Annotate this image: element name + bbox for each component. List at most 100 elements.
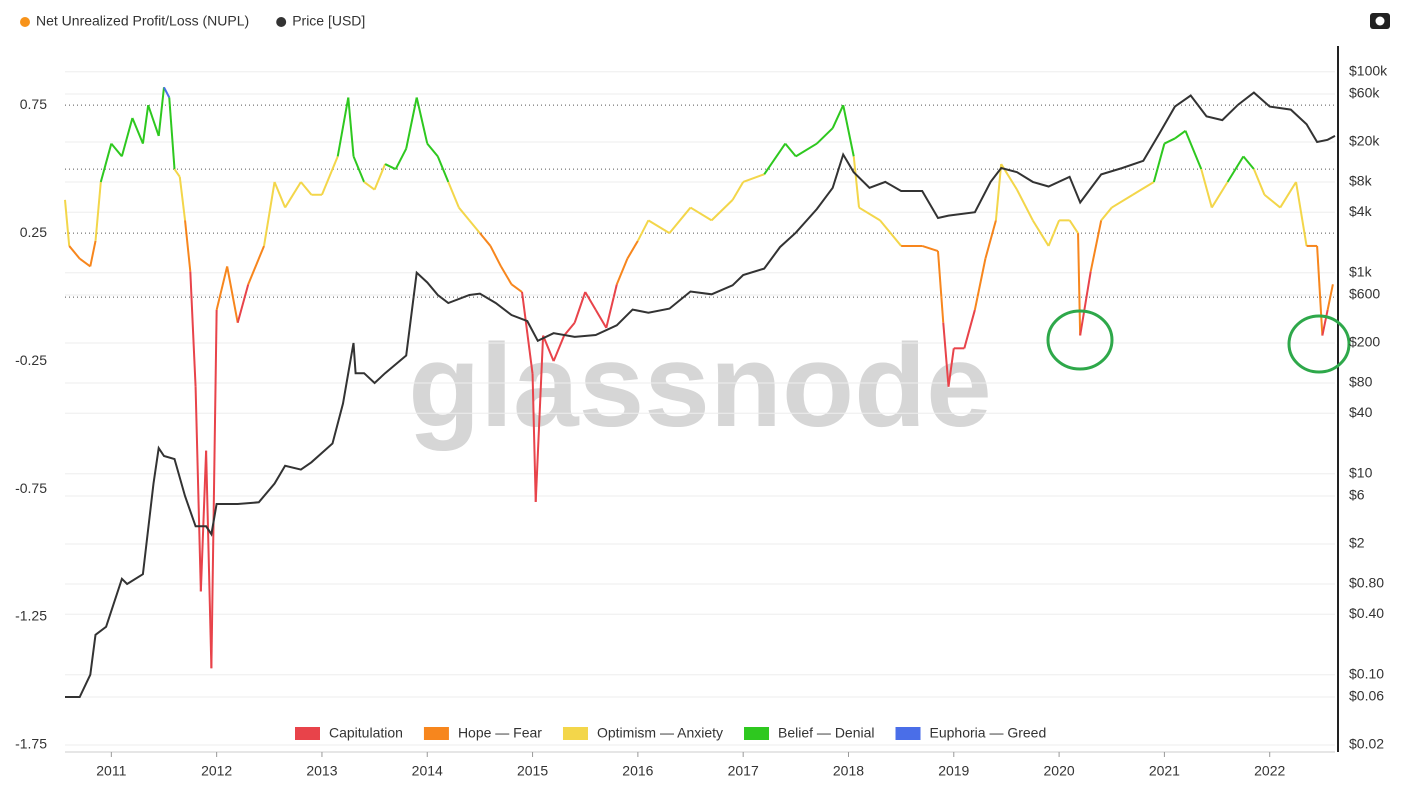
nupl-segment — [500, 265, 513, 285]
nupl-segment — [205, 450, 213, 669]
nupl-segment — [573, 291, 587, 324]
nupl-segment — [447, 181, 460, 208]
x-tick-label: 2015 — [517, 763, 548, 779]
nupl-segment — [373, 163, 387, 191]
highlight-circle — [1046, 309, 1114, 371]
nupl-segment — [542, 335, 555, 362]
y2-tick-label: $10 — [1349, 464, 1373, 480]
nupl-segment — [994, 163, 1003, 221]
nupl-segment — [131, 117, 144, 144]
y2-tick-label: $8k — [1349, 173, 1373, 189]
nupl-segment — [110, 142, 123, 158]
y2-tick-label: $0.80 — [1349, 575, 1384, 591]
x-tick-label: 2016 — [622, 763, 653, 779]
zone-legend-label: Optimism — Anxiety — [597, 725, 723, 741]
nupl-segment — [1279, 181, 1297, 209]
nupl-segment — [1077, 233, 1082, 336]
nupl-segment — [668, 206, 692, 234]
nupl-segment — [636, 219, 650, 242]
x-tick-label: 2013 — [306, 763, 337, 779]
nupl-segment — [1326, 284, 1334, 311]
nupl-segment — [973, 258, 987, 311]
y-tick-label: -1.75 — [15, 736, 47, 752]
zone-legend-label: Capitulation — [329, 725, 403, 741]
nupl-segment — [731, 181, 745, 201]
y-tick-label: -0.75 — [15, 480, 47, 496]
y2-tick-label: $80 — [1349, 374, 1373, 390]
nupl-segment — [947, 348, 955, 387]
nupl-segment — [984, 220, 997, 260]
y-tick-label: 0.25 — [20, 224, 47, 240]
nupl-segment — [247, 245, 265, 285]
nupl-segment — [68, 245, 81, 260]
nupl-segment — [1016, 189, 1034, 221]
y-tick-label: -1.25 — [15, 608, 47, 624]
y-tick-label: 0.75 — [20, 96, 47, 112]
nupl-segment — [226, 266, 239, 323]
camera-icon[interactable] — [1370, 13, 1390, 29]
y2-tick-label: $200 — [1349, 334, 1380, 350]
y2-tick-label: $60k — [1349, 85, 1380, 101]
nupl-segment — [163, 86, 171, 98]
x-tick-label: 2018 — [833, 763, 864, 779]
nupl-segment — [594, 309, 608, 329]
nupl-segment — [1210, 181, 1229, 209]
nupl-segment — [184, 220, 192, 272]
nupl-segment — [563, 322, 576, 337]
nupl-segment — [816, 127, 834, 145]
nupl-segment — [626, 240, 639, 260]
nupl-segment — [64, 199, 71, 247]
nupl-segment — [405, 97, 418, 149]
y2-tick-label: $6 — [1349, 487, 1365, 503]
y2-tick-label: $40 — [1349, 404, 1373, 420]
y2-tick-label: $600 — [1349, 286, 1380, 302]
camera-lens[interactable] — [1375, 16, 1385, 26]
nupl-segment — [89, 240, 97, 267]
nupl-segment — [763, 143, 787, 175]
nupl-segment — [1242, 155, 1255, 170]
nupl-segment — [879, 219, 902, 247]
legend-marker — [20, 17, 30, 27]
nupl-segment — [199, 450, 208, 592]
nupl-segment — [1226, 155, 1245, 183]
nupl-segment — [858, 206, 881, 222]
nupl-segment — [831, 104, 845, 129]
plot — [64, 71, 1336, 757]
nupl-segment — [94, 181, 102, 241]
x-tick-label: 2019 — [938, 763, 969, 779]
nupl-segment — [742, 173, 765, 183]
legend-label: Net Unrealized Profit/Loss (NUPL) — [36, 13, 249, 29]
nupl-segment — [1132, 181, 1155, 196]
nupl-segment — [215, 266, 229, 311]
nupl-segment — [147, 104, 160, 137]
nupl-segment — [1321, 309, 1329, 336]
nupl-segment — [168, 97, 176, 170]
nupl-segment — [415, 97, 429, 144]
nupl-segment — [263, 181, 276, 247]
nupl-segment — [1100, 206, 1113, 221]
legend-label: Price [USD] — [292, 13, 365, 29]
x-tick-label: 2014 — [412, 763, 443, 779]
nupl-segment — [1200, 168, 1213, 208]
nupl-segment — [79, 257, 91, 268]
zone-legend-swatch — [744, 727, 770, 740]
zone-legend-swatch — [562, 727, 588, 740]
y2-tick-label: $0.10 — [1349, 665, 1384, 681]
legend-marker — [276, 17, 287, 27]
zone-legend-label: Hope — Fear — [458, 725, 542, 741]
y2-tick-label: $0.06 — [1349, 688, 1384, 704]
nupl-segment — [236, 284, 250, 323]
nupl-segment — [795, 142, 818, 158]
nupl-segment — [99, 143, 113, 183]
nupl-segment — [1079, 271, 1092, 336]
nupl-segment — [531, 373, 537, 502]
nupl-segment — [489, 245, 502, 267]
nupl-segment — [521, 291, 534, 375]
nupl-segment — [336, 97, 350, 157]
nupl-segment — [189, 271, 197, 387]
nupl-segment — [1316, 245, 1324, 336]
nupl-segment — [352, 155, 365, 183]
nupl-segment — [552, 335, 566, 362]
nupl-segment — [347, 97, 355, 157]
